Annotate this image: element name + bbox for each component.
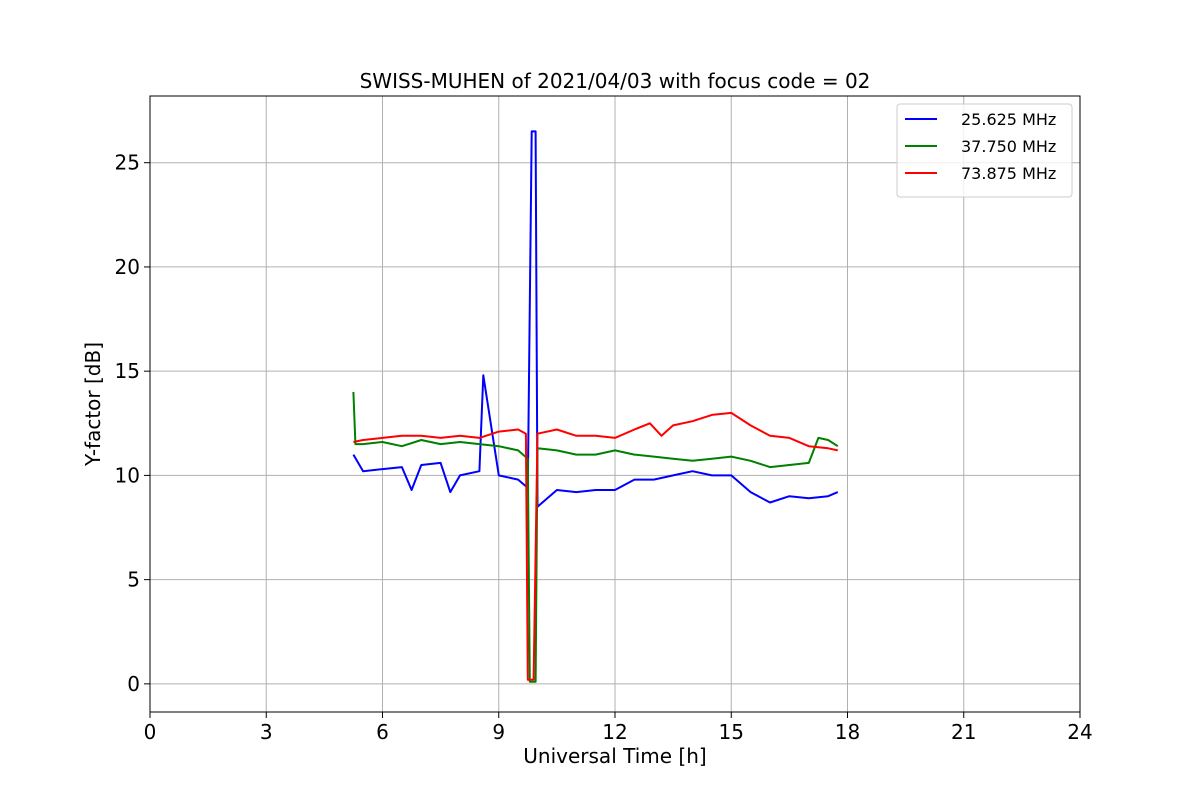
legend-label-37-750-MHz: 37.750 MHz bbox=[961, 137, 1056, 156]
x-tick-label: 24 bbox=[1067, 720, 1092, 744]
legend-label-25-625-MHz: 25.625 MHz bbox=[961, 110, 1056, 129]
series-line-37-750-MHz bbox=[352, 391, 839, 683]
x-tick-label: 9 bbox=[492, 720, 505, 744]
y-axis: 0 5 10 15 20 25 bbox=[115, 151, 150, 696]
y-tick-label: 5 bbox=[127, 568, 140, 592]
y-tick-label: 0 bbox=[127, 672, 140, 696]
y-tick-label: 15 bbox=[115, 359, 140, 383]
x-tick-label: 21 bbox=[951, 720, 976, 744]
x-tick-label: 15 bbox=[719, 720, 744, 744]
y-tick-label: 20 bbox=[115, 255, 140, 279]
x-axis: 0 3 6 9 12 15 18 21 24 bbox=[144, 712, 1093, 744]
plot-area bbox=[352, 130, 839, 683]
series-line-73-875-MHz bbox=[353, 411, 839, 681]
y-tick-label: 25 bbox=[115, 151, 140, 175]
y-axis-label: Y-factor [dB] bbox=[81, 342, 105, 467]
legend-box bbox=[896, 103, 1073, 198]
x-tick-label: 0 bbox=[144, 720, 157, 744]
x-tick-label: 12 bbox=[602, 720, 627, 744]
x-axis-label: Universal Time [h] bbox=[523, 744, 706, 768]
series-line-25-625-MHz bbox=[352, 130, 839, 508]
chart-title: SWISS-MUHEN of 2021/04/03 with focus cod… bbox=[360, 69, 871, 93]
x-tick-label: 18 bbox=[835, 720, 860, 744]
grid bbox=[149, 96, 1081, 712]
x-tick-label: 3 bbox=[260, 720, 273, 744]
y-tick-label: 10 bbox=[115, 463, 140, 487]
legend-label-73-875-MHz: 73.875 MHz bbox=[961, 164, 1056, 183]
legend: 25.625 MHz 37.750 MHz 73.875 MHz bbox=[896, 103, 1073, 198]
x-tick-label: 6 bbox=[376, 720, 389, 744]
